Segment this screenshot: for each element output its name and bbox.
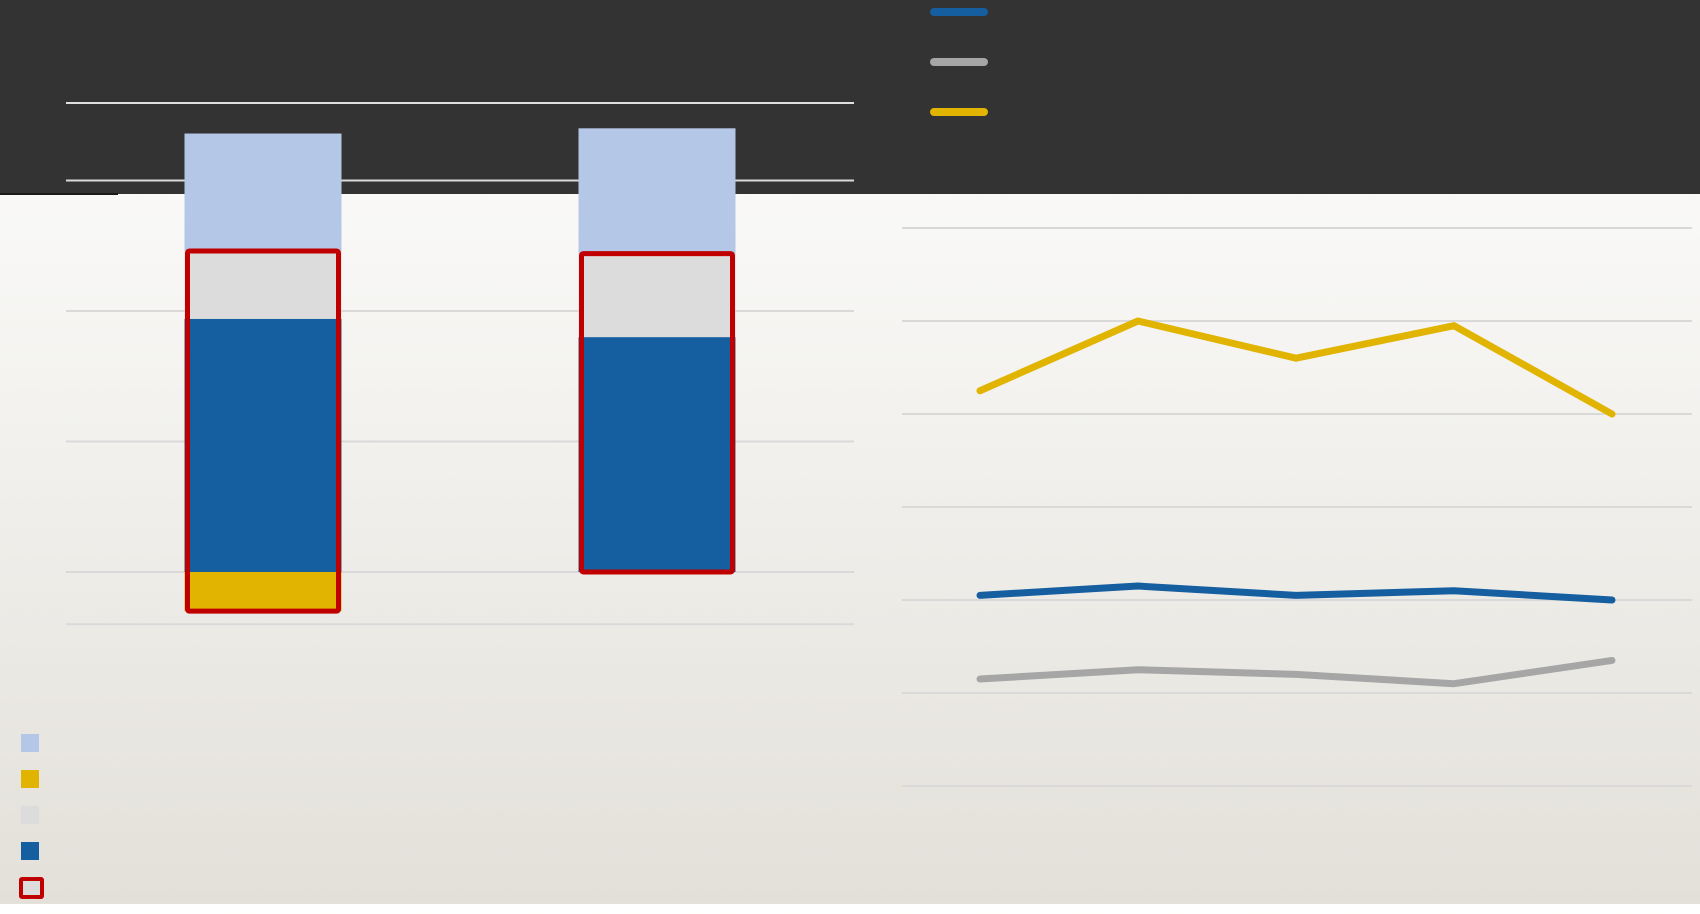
bar-outline-1 <box>579 251 735 575</box>
header-tick <box>0 193 118 195</box>
legend-line-swatch-blue <box>930 8 988 16</box>
line-series-1 <box>976 582 1616 604</box>
bar-segment-1-1 <box>578 337 736 572</box>
bar-segment-0-1 <box>184 318 342 572</box>
bar-segment-1-2 <box>578 253 736 338</box>
bar-segment-0-0 <box>184 572 342 612</box>
legend-line-swatch-gray <box>930 58 988 66</box>
bar-chart-outlines <box>185 248 735 614</box>
header-rule <box>66 102 854 104</box>
line-chart <box>902 227 1692 787</box>
line-series-2 <box>976 656 1616 688</box>
legend-swatch-light-blue <box>21 734 39 752</box>
stacked-bar-chart <box>66 128 854 626</box>
line-chart-gridlines <box>902 227 1692 787</box>
bar-outline-0 <box>185 248 341 614</box>
legend-swatch-gold <box>21 770 39 788</box>
bar-segment-0-3 <box>184 133 342 251</box>
legend-swatch-dark-blue <box>21 842 39 860</box>
bar-segment-1-3 <box>578 128 736 254</box>
bar-segment-0-2 <box>184 250 342 319</box>
line-chart-series <box>976 317 1616 688</box>
line-series-0 <box>976 317 1616 418</box>
legend-line-swatch-gold <box>930 108 988 116</box>
legend-swatch-red-outline <box>19 877 44 899</box>
bar-chart-bars <box>184 128 736 612</box>
legend-swatch-light-gray <box>21 806 39 824</box>
